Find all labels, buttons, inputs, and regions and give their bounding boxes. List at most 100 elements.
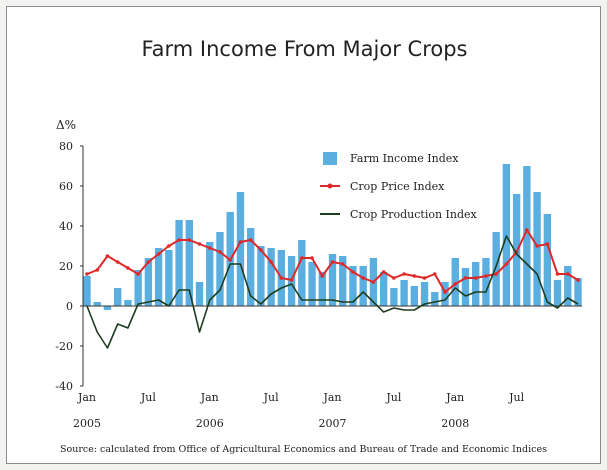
- crop-price-point: [361, 276, 365, 280]
- y-tick-label: -20: [55, 340, 73, 353]
- farm-income-bar: [431, 292, 439, 306]
- crop-price-point: [330, 260, 335, 264]
- farm-income-bar: [400, 280, 408, 306]
- crop-price-point: [443, 290, 447, 294]
- crop-price-point: [402, 272, 406, 276]
- crop-price-point: [555, 272, 560, 276]
- axes: [80, 145, 582, 387]
- farm-income-bar: [114, 288, 122, 306]
- farm-income-bar: [93, 302, 101, 306]
- x-tick-label: Jan: [322, 391, 341, 404]
- crop-price-point: [289, 278, 294, 282]
- crop-price-point: [85, 272, 89, 276]
- crop-price-point: [310, 256, 314, 260]
- y-tick-label: 80: [59, 140, 73, 153]
- y-tick-label: 0: [66, 300, 73, 313]
- crop-price-point: [340, 262, 345, 266]
- crop-price-point: [320, 274, 325, 278]
- legend-label: Crop Price Index: [350, 180, 445, 193]
- farm-income-bar: [543, 214, 551, 306]
- crop-price-point: [432, 272, 437, 276]
- farm-income-bar: [206, 242, 214, 306]
- x-tick-label: Jul: [263, 391, 279, 404]
- farm-income-bar: [318, 272, 326, 306]
- farm-income-bar: [257, 246, 265, 306]
- x-tick-label: Jul: [385, 391, 401, 404]
- farm-income-bar: [83, 276, 91, 306]
- crop-price-point: [371, 280, 376, 284]
- crop-price-point: [565, 272, 570, 276]
- crop-price-point: [177, 238, 181, 242]
- farm-income-bar: [359, 266, 367, 306]
- farm-income-bar: [124, 300, 132, 306]
- farm-income-bar: [441, 282, 449, 306]
- farm-income-bar: [185, 220, 193, 306]
- farm-income-bar: [553, 280, 562, 306]
- x-year-label: 2007: [319, 417, 347, 430]
- farm-income-bar: [175, 220, 183, 306]
- crop-price-point: [392, 276, 396, 280]
- crop-price-point: [187, 238, 192, 242]
- crop-price-point: [156, 252, 161, 256]
- farm-income-bar: [236, 192, 245, 306]
- farm-income-bar: [267, 248, 275, 306]
- crop-price-point: [167, 244, 171, 248]
- crop-price-point: [381, 270, 386, 274]
- crop-price-point: [126, 266, 130, 270]
- farm-income-bar: [410, 286, 419, 306]
- y-tick-label: 60: [59, 180, 73, 193]
- crop-price-point: [453, 282, 458, 286]
- crop-price-point: [412, 274, 417, 278]
- legend: Farm Income Index Crop Price Index Crop Pr…: [320, 152, 478, 221]
- crop-price-point: [146, 260, 151, 264]
- crop-price-point: [525, 228, 529, 232]
- farm-income-bar: [195, 282, 204, 306]
- x-year-label: 2006: [196, 417, 224, 430]
- y-tick-label: -40: [55, 380, 73, 393]
- farm-income-bar: [533, 192, 541, 306]
- farm-income-bar: [461, 268, 470, 306]
- x-tick-label: Jan: [77, 391, 96, 404]
- crop-price-point: [576, 278, 580, 282]
- crop-price-point: [300, 256, 304, 260]
- farm-income-bar: [502, 164, 511, 306]
- crop-price-point: [95, 268, 100, 272]
- farm-income-bar: [492, 232, 500, 306]
- crop-price-point: [504, 262, 509, 266]
- y-axis-label: Δ%: [56, 118, 76, 132]
- x-year-label: 2008: [441, 417, 469, 430]
- y-tick-label: 20: [59, 260, 73, 273]
- crop-price-point: [197, 242, 202, 246]
- farm-income-bar: [165, 250, 173, 306]
- crop-price-point: [207, 246, 212, 250]
- x-tick-label: Jul: [508, 391, 524, 404]
- crop-price-point: [269, 260, 273, 264]
- farm-income-bar: [451, 258, 459, 306]
- chart-frame: Farm Income From Major Crops: [6, 6, 601, 464]
- legend-marker-crop-price: [327, 183, 333, 189]
- x-tick-label: Jan: [200, 391, 219, 404]
- farm-income-bar: [564, 266, 572, 306]
- farm-income-bar: [482, 258, 490, 306]
- crop-price-point: [484, 274, 488, 278]
- farm-income-bar: [216, 232, 224, 306]
- crop-production-line: [86, 235, 579, 349]
- x-year-label: 2005: [73, 417, 101, 430]
- series-lines: [85, 228, 580, 349]
- crop-price-point: [351, 270, 355, 274]
- x-tick-label: Jan: [445, 391, 464, 404]
- legend-swatch-farm-income: [323, 152, 337, 165]
- crop-price-point: [463, 276, 468, 280]
- farm-income-bar: [339, 256, 347, 306]
- farm-income-bar: [328, 254, 337, 306]
- farm-income-bar: [154, 248, 163, 306]
- crop-price-point: [228, 258, 233, 262]
- farm-income-bar: [523, 166, 531, 306]
- crop-price-point: [136, 272, 140, 276]
- crop-price-point: [218, 250, 222, 254]
- crop-price-point: [473, 276, 478, 280]
- farm-income-bar: [308, 262, 316, 306]
- y-tick-label: 40: [59, 220, 73, 233]
- x-tick-label: Jul: [140, 391, 156, 404]
- farm-income-bar: [390, 288, 398, 306]
